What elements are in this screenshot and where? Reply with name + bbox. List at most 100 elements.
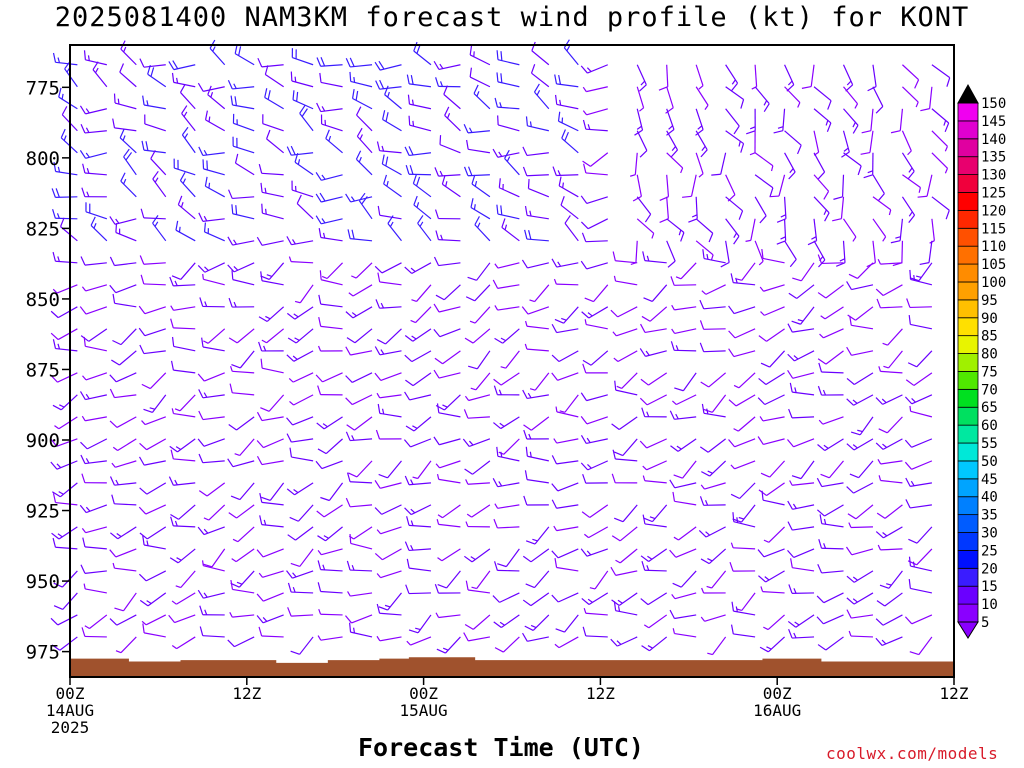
barb-staff: [615, 389, 638, 396]
wind-barb: [52, 52, 78, 66]
barb-feather: [349, 57, 355, 67]
wind-barb: [109, 388, 137, 399]
barb-feather: [469, 45, 473, 56]
barb-feather: [946, 77, 951, 87]
wind-barb: [234, 44, 255, 66]
barb-half-feather: [347, 591, 351, 597]
barb-feather: [468, 365, 478, 370]
barb-staff: [796, 284, 815, 299]
barb-feather: [879, 584, 890, 589]
barb-half-feather: [415, 627, 421, 631]
wind-barb: [524, 614, 550, 631]
barb-feather: [640, 378, 649, 386]
barb-half-feather: [322, 564, 326, 571]
barb-feather: [580, 221, 589, 230]
wind-barb: [142, 535, 166, 550]
colorbar-label-125: 125: [981, 185, 1006, 201]
barb-feather: [238, 46, 242, 56]
barb-staff: [379, 214, 402, 220]
barb-staff: [262, 570, 284, 578]
wind-barb: [198, 212, 225, 222]
wind-barb: [171, 72, 196, 88]
barb-feather: [349, 71, 352, 82]
barb-half-feather: [944, 168, 949, 174]
wind-barb: [317, 526, 343, 542]
wind-barb: [289, 504, 314, 522]
wind-barb: [639, 348, 667, 357]
barb-staff: [588, 592, 609, 606]
barb-half-feather: [81, 527, 87, 534]
barb-feather: [230, 579, 234, 590]
barb-feather: [846, 575, 855, 583]
barb-half-feather: [323, 535, 329, 539]
x-tick-label-3-0: 12Z: [586, 684, 615, 703]
barb-half-feather: [944, 146, 949, 152]
barb-feather: [317, 582, 322, 592]
barb-staff: [382, 163, 402, 176]
wind-barb: [682, 174, 697, 198]
barb-feather: [857, 165, 862, 176]
wind-barb: [846, 372, 874, 386]
barb-feather: [908, 556, 912, 567]
barb-half-feather: [883, 365, 889, 369]
wind-barb: [643, 504, 668, 523]
barb-feather: [345, 58, 351, 68]
barb-staff: [666, 64, 669, 87]
barb-feather: [349, 533, 352, 544]
barb-staff: [236, 504, 255, 519]
wind-barb: [349, 622, 373, 638]
barb-staff: [588, 526, 609, 539]
barb-half-feather: [294, 76, 297, 83]
barb-staff: [232, 460, 255, 468]
barb-feather: [53, 162, 57, 172]
wind-barb: [258, 570, 284, 578]
barb-staff: [872, 64, 877, 87]
barb-staff: [291, 456, 314, 462]
wind-barb: [138, 327, 166, 337]
barb-staff: [291, 438, 314, 443]
colorbar-label-105: 105: [981, 257, 1006, 273]
barb-half-feather: [642, 465, 648, 471]
wind-barb: [50, 372, 78, 383]
barb-staff: [503, 438, 520, 455]
barb-half-feather: [266, 274, 273, 278]
barb-half-feather: [436, 519, 440, 525]
barb-half-feather: [435, 612, 440, 618]
barb-staff: [636, 64, 647, 86]
barb-staff: [704, 482, 726, 490]
barb-staff: [120, 636, 137, 654]
barb-half-feather: [499, 102, 502, 108]
barb-staff: [646, 438, 667, 449]
barb-feather: [758, 377, 767, 385]
wind-barb: [408, 115, 432, 132]
wind-barb: [109, 284, 137, 294]
barb-staff: [120, 48, 137, 66]
barb-staff: [762, 416, 785, 422]
barb-feather: [436, 648, 446, 654]
barb-staff: [473, 93, 491, 110]
barb-feather: [729, 561, 734, 572]
wind-barb: [140, 208, 166, 220]
barb-feather: [639, 348, 646, 357]
wind-barb: [788, 584, 815, 594]
wind-barb: [522, 592, 550, 607]
wind-barb: [434, 167, 461, 177]
wind-barb: [227, 236, 255, 246]
barb-staff: [910, 278, 933, 286]
barb-feather: [463, 166, 469, 176]
barb-feather: [111, 494, 115, 504]
wind-barb: [669, 410, 697, 420]
wind-barb: [788, 408, 815, 419]
barb-half-feather: [553, 438, 558, 444]
barb-half-feather: [115, 479, 119, 486]
wind-barb: [901, 130, 912, 156]
barb-staff: [636, 130, 648, 151]
barb-feather: [346, 472, 351, 482]
barb-staff: [615, 260, 638, 264]
barb-staff: [173, 327, 196, 330]
wind-barb: [256, 592, 284, 602]
wind-barb: [819, 328, 844, 339]
barb-staff: [173, 525, 196, 528]
barb-half-feather: [529, 388, 536, 391]
barb-staff: [725, 108, 740, 127]
